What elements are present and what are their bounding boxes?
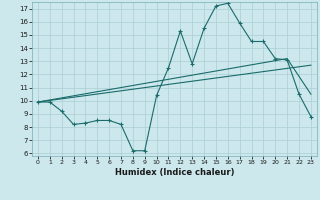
X-axis label: Humidex (Indice chaleur): Humidex (Indice chaleur) (115, 168, 234, 177)
